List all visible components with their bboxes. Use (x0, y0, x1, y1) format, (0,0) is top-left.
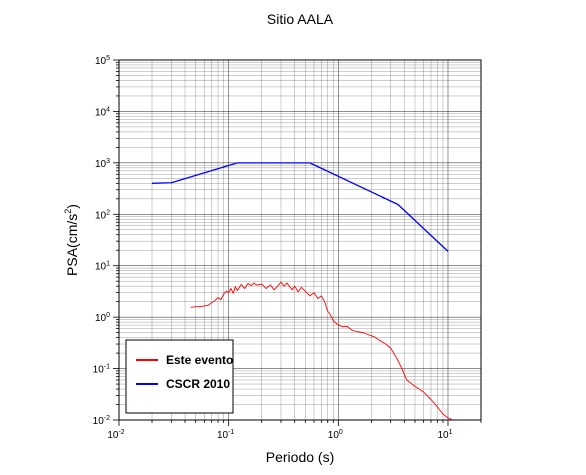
chart-title: Sitio AALA (267, 11, 334, 27)
legend-box (125, 339, 234, 414)
legend-label-este-evento: Este evento (166, 353, 233, 367)
y-tick-label: 102 (95, 209, 110, 221)
x-tick-label: 101 (437, 429, 452, 441)
plot-frame (118, 59, 482, 421)
series-line-este-evento (190, 281, 453, 421)
series-lines (151, 162, 453, 421)
legend: Este evento CSCR 2010 (125, 339, 234, 414)
x-axis-label: Periodo (s) (266, 449, 334, 465)
y-tick-label: 10-2 (93, 415, 110, 427)
series-line-cscr-2010 (151, 162, 449, 252)
y-axis-label-prefix: PSA(cm/s (64, 214, 80, 276)
y-tick-label: 105 (95, 55, 110, 67)
y-tick-label: 10-1 (93, 364, 110, 376)
x-tick-label: 10-1 (217, 429, 234, 441)
y-axis-label-suffix: ) (64, 204, 80, 209)
y-axis-label-sup: 2 (63, 209, 73, 214)
y-tick-label: 104 (95, 106, 110, 118)
x-tick-label: 100 (328, 429, 343, 441)
y-tick-label: 103 (95, 158, 110, 170)
x-tick-label: 10-2 (107, 429, 124, 441)
y-tick-label: 101 (95, 261, 110, 273)
x-tick-labels: 10-2 10-1 100 101 (107, 429, 452, 441)
y-axis-label: PSA(cm/s2) (63, 204, 80, 276)
y-tick-label: 100 (95, 312, 110, 324)
legend-label-cscr-2010: CSCR 2010 (166, 377, 230, 391)
y-tick-labels: 10-2 10-1 100 101 102 103 104 105 (93, 55, 110, 427)
